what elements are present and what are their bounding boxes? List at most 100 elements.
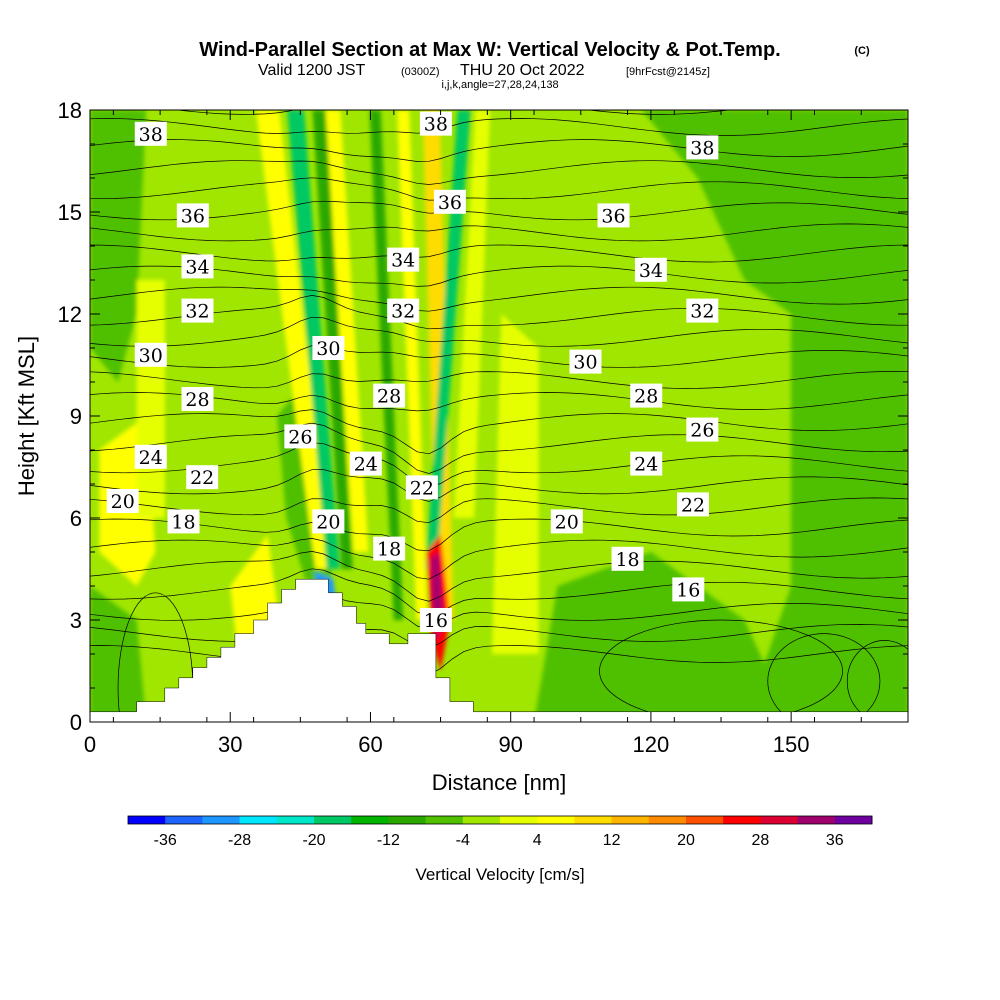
colorbar-swatch bbox=[723, 816, 761, 824]
low-level-contour bbox=[767, 633, 881, 722]
colorbar-tick-label: -4 bbox=[456, 832, 470, 849]
contour-label: 18 bbox=[171, 511, 195, 533]
contour-label: 22 bbox=[681, 494, 705, 516]
contour-label-box bbox=[373, 536, 406, 561]
contour-label-box bbox=[630, 451, 663, 476]
contour-label-box bbox=[106, 489, 139, 513]
contour-label-layer: 38 38 38 36 36 36 34 34 34 32 32 32 30 30 30 28 28 28 26 26… bbox=[106, 111, 719, 632]
isentrope-line bbox=[90, 422, 908, 474]
colorbar-tick-label: -20 bbox=[302, 832, 325, 849]
x-tick-label: 60 bbox=[358, 732, 382, 757]
isentrope-line bbox=[90, 177, 908, 201]
contour-label-box bbox=[387, 298, 420, 323]
x-tick-label: 30 bbox=[218, 732, 242, 757]
colorbar-frame bbox=[127, 815, 873, 825]
isentrope-line bbox=[90, 139, 908, 162]
colorbar-swatch bbox=[537, 816, 575, 824]
contour-label: 38 bbox=[690, 137, 714, 159]
valid-time-line: Valid 1200 JST (0300Z) THU 20 Oct 2022 [… bbox=[258, 62, 710, 79]
contour-label: 32 bbox=[690, 301, 714, 323]
colorbar-title: Vertical Velocity [cm/s] bbox=[415, 865, 584, 884]
colorbar-swatch bbox=[574, 816, 613, 824]
isentrope-line bbox=[90, 538, 908, 580]
low-level-contour bbox=[846, 640, 908, 722]
contour-label: 34 bbox=[185, 256, 209, 278]
contour-label: 20 bbox=[555, 511, 579, 533]
isentrope-line bbox=[90, 593, 908, 630]
contour-label: 18 bbox=[377, 539, 401, 561]
x-axis-label: Distance [nm] bbox=[432, 770, 567, 795]
contour-label-box bbox=[686, 417, 719, 442]
colorbar-swatch bbox=[165, 816, 203, 824]
updraft-plume bbox=[453, 110, 491, 518]
rise-area bbox=[136, 280, 165, 518]
valid-prefix: Valid 1200 JST bbox=[258, 62, 366, 79]
valid-date: THU 20 Oct 2022 bbox=[460, 62, 585, 79]
colorbar-tick-label: 4 bbox=[533, 832, 542, 849]
colorbar-tick-label: -28 bbox=[228, 832, 251, 849]
contour-label: 18 bbox=[615, 549, 639, 571]
contour-label: 36 bbox=[438, 192, 462, 214]
colorbar-swatch bbox=[834, 816, 873, 824]
contour-label: 26 bbox=[288, 426, 312, 448]
contour-label-box bbox=[630, 383, 663, 408]
contour-label: 24 bbox=[139, 447, 163, 469]
sink-area bbox=[90, 586, 147, 722]
contour-label-box bbox=[611, 546, 644, 571]
colorbar-tick-label: -36 bbox=[154, 832, 177, 849]
contour-label-box bbox=[672, 577, 705, 602]
isentrope-line bbox=[90, 160, 908, 185]
rise-area bbox=[492, 314, 539, 654]
isentrope-line bbox=[90, 622, 908, 649]
contour-label-box bbox=[186, 465, 219, 490]
isentrope-line bbox=[90, 265, 908, 287]
isentrope-line bbox=[90, 345, 908, 368]
contour-label-box bbox=[686, 298, 719, 323]
contour-label: 28 bbox=[377, 386, 401, 408]
chart-title: Wind-Parallel Section at Max W: Vertical… bbox=[199, 39, 780, 61]
contour-label: 16 bbox=[676, 579, 700, 601]
contour-label: 26 bbox=[690, 420, 714, 442]
contour-label-box bbox=[349, 451, 382, 476]
contour-label-box bbox=[312, 336, 345, 360]
x-tick-label: 150 bbox=[773, 732, 810, 757]
colorbar-swatch bbox=[760, 816, 799, 824]
colorbar-tick-label: 12 bbox=[603, 832, 621, 849]
contour-label-box bbox=[284, 424, 317, 449]
colorbar-swatch bbox=[686, 816, 724, 824]
colorbar-tick-label: 36 bbox=[826, 832, 844, 849]
contour-label-box bbox=[419, 111, 452, 136]
contour-label-box bbox=[134, 444, 167, 469]
contour-label: 38 bbox=[139, 124, 163, 146]
contour-label-box bbox=[550, 509, 583, 534]
colorbar-swatch bbox=[388, 816, 427, 824]
contour-label: 36 bbox=[181, 205, 205, 227]
colorbar-swatch bbox=[500, 816, 538, 824]
isentrope-line bbox=[90, 442, 908, 488]
isentrope-line bbox=[90, 244, 908, 263]
contour-label: 22 bbox=[410, 477, 434, 499]
y-axis-label: Height [Kft MSL] bbox=[14, 336, 39, 496]
contour-label-box bbox=[134, 342, 167, 367]
contour-label: 38 bbox=[424, 114, 448, 136]
colorbar: -36 -28 -20 -12 -4 4 12 20 28 36 bbox=[127, 815, 873, 849]
colorbar-swatch bbox=[648, 816, 687, 824]
contour-label: 30 bbox=[316, 338, 340, 360]
colorbar-tick-label: -12 bbox=[377, 832, 400, 849]
contour-label: 28 bbox=[185, 389, 209, 411]
isentrope-line bbox=[90, 409, 908, 455]
contour-label-box bbox=[405, 475, 438, 500]
y-tick-label: 0 bbox=[70, 710, 82, 735]
updraft-plume bbox=[255, 110, 333, 569]
contour-label: 34 bbox=[639, 260, 663, 282]
downdraft-plume bbox=[369, 110, 404, 620]
contour-label-box bbox=[597, 203, 630, 228]
contour-label: 28 bbox=[634, 386, 658, 408]
terrain bbox=[90, 578, 908, 722]
sink-area bbox=[744, 314, 908, 722]
y-tick-label: 3 bbox=[70, 608, 82, 633]
isentrope-line bbox=[90, 295, 908, 330]
colorbar-tick-label: 20 bbox=[677, 832, 695, 849]
sink-area bbox=[641, 110, 908, 416]
